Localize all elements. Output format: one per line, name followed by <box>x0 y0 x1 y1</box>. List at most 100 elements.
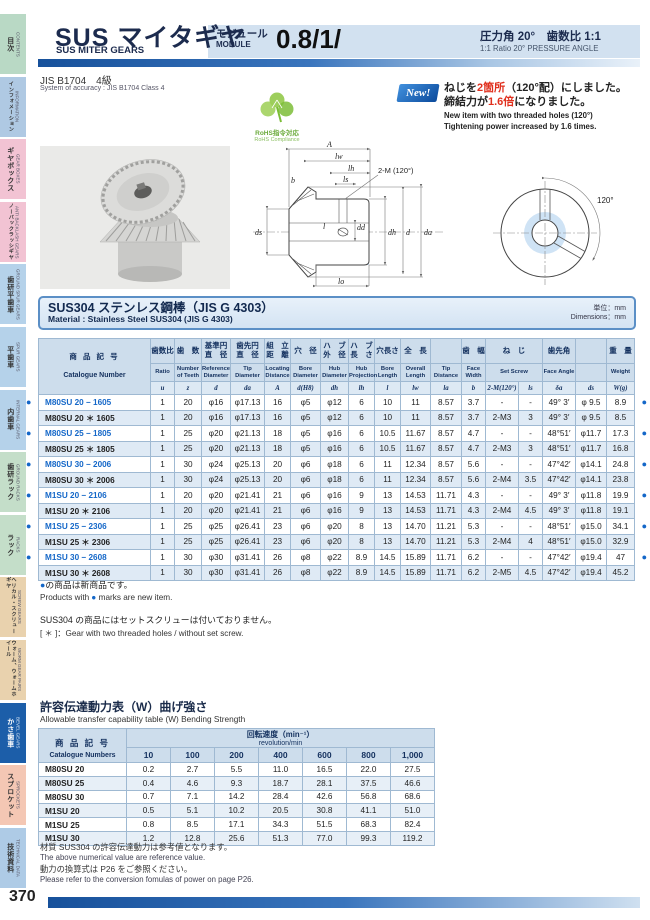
cell: 20 <box>264 456 291 473</box>
sidebar-tab-13[interactable]: スプロケット SPROCKETS <box>0 765 26 826</box>
cell: 99.3 <box>346 830 391 846</box>
cell: 41.1 <box>346 803 391 819</box>
dim-ds: ds <box>255 228 262 237</box>
cell: 0.2 <box>126 762 171 777</box>
cell: 1 <box>150 394 175 411</box>
sidebar-tab-14[interactable]: 技術資料 TECHNICAL DATA <box>0 827 26 888</box>
cell: 48°51′ <box>542 425 576 442</box>
cell: φ11.7 <box>575 425 607 442</box>
cell: φ15.0 <box>575 518 607 535</box>
cell: 30 <box>174 549 202 566</box>
cell: 4.7 <box>461 425 486 442</box>
rohs-label-en: RoHS Compliance <box>254 137 300 143</box>
cell: 7.1 <box>170 789 215 805</box>
cell: 25 <box>174 425 202 442</box>
cell: φ24 <box>201 456 231 473</box>
cell: 47°42′ <box>542 456 576 473</box>
cell: 8.57 <box>430 440 462 457</box>
cell: 8.9 <box>348 564 375 581</box>
material-section-header: SUS304 ステンレス鋼棒（JIS G 4303） Material : St… <box>38 296 636 330</box>
sidebar-tab-9[interactable]: ラック RACKS <box>0 514 26 575</box>
cell: 11.71 <box>430 487 462 504</box>
sidebar-tab-11[interactable]: ウォーム、ウォームホイール WORM GEAR PAIRS <box>0 639 26 700</box>
sidebar-tab-label-en: GEAR BOXES <box>15 154 21 184</box>
cell: 1 <box>150 471 175 488</box>
cell: 10.2 <box>214 803 259 819</box>
cell: 30.8 <box>302 803 347 819</box>
cell: φ25.13 <box>230 456 265 473</box>
cell: - <box>518 394 543 411</box>
rohs-label-jp: RoHS指令対応 <box>255 130 299 137</box>
cell: φ30 <box>201 549 231 566</box>
rohs-clover-icon <box>260 92 294 123</box>
cell: 14.53 <box>400 487 431 504</box>
cell: φ5 <box>290 440 321 457</box>
cell: 2-M4 <box>485 471 519 488</box>
cell: φ22 <box>320 549 349 566</box>
new-item-dot: ● <box>641 397 647 408</box>
main-table-body: M80SU 20 − 1605 ● 1 20 φ16 φ17.13 16 φ5 φ12 6 10 11… <box>26 394 647 581</box>
table-row: M80SU 20 − 1605 ● 1 20 φ16 φ17.13 16 φ5 φ12 6 10 11… <box>26 394 647 411</box>
capacity-col-catalogue: 商 品 記 号 Catalogue Numbers <box>38 728 127 763</box>
cell: 4.5 <box>518 564 543 581</box>
cell: 49° 3′ <box>542 487 576 504</box>
cell: 20 <box>174 409 202 426</box>
cell: 20.5 <box>258 803 303 819</box>
sidebar-tab-3[interactable]: ギヤボックス GEAR BOXES <box>0 139 26 200</box>
dimension-drawing: .dim{stroke:#777;stroke-width:0.6;fill:n… <box>253 140 614 288</box>
cell: φ31.41 <box>230 549 265 566</box>
cell: 18.7 <box>258 775 303 791</box>
sidebar-tab-8[interactable]: 歯研ラック GROUND RACKS <box>0 452 26 513</box>
material-title: SUS304 ステンレス鋼棒（JIS G 4303） Material : St… <box>40 301 571 325</box>
table-row: M1SU 30 ＊ 2608 1 30 φ30 φ31.41 26 φ8 φ22 8.9 14.5… <box>38 564 635 581</box>
cell: 1 <box>150 502 175 519</box>
cell: 2-M4 <box>485 533 519 550</box>
cell: 56.8 <box>346 789 391 805</box>
cell: 8.57 <box>430 394 462 411</box>
sidebar-tab-4[interactable]: ノーバックラッシギヤ ANTI BACKLASH GEARS <box>0 201 26 262</box>
sidebar-tab-label-jp: インフォメーション <box>7 80 14 133</box>
capacity-catalogue: M80SU 25 <box>38 775 127 791</box>
sidebar-tab-label-jp: かさ歯車 <box>6 717 14 748</box>
sidebar-tab-10[interactable]: ヘリカル・スクリューギヤ SCREW GEARS <box>0 577 26 638</box>
new-item-dot: ● <box>641 459 647 470</box>
cell: 15.89 <box>400 549 431 566</box>
cell: φ17.13 <box>230 409 265 426</box>
cell: 23.8 <box>606 471 635 488</box>
speed-header: 200 <box>214 747 259 763</box>
sidebar-tab-6[interactable]: 平歯車 SPUR GEARS <box>0 326 26 387</box>
table-notes: ●の商品は新商品です。 Products with ● marks are ne… <box>40 579 277 640</box>
capacity-catalogue: M80SU 30 <box>38 789 127 805</box>
cell: φ19.4 <box>575 564 607 581</box>
table-row: M80SU 30 − 2006 ● 1 30 φ24 φ25.13 20 φ6 φ18 6 11 12… <box>26 456 647 473</box>
sidebar-tab-label-en: GROUND RACKS <box>15 463 21 501</box>
table-row: M80SU 20 ＊ 1605 1 20 φ16 φ17.13 16 φ5 φ12 6 10 11 8… <box>38 409 635 426</box>
cell: 14.5 <box>374 564 401 581</box>
cell: 20 <box>174 487 202 504</box>
sidebar-tab-2[interactable]: インフォメーション INFORMATION <box>0 76 26 137</box>
cell: φ16 <box>320 502 349 519</box>
cell: 25 <box>174 518 202 535</box>
sidebar-tab-7[interactable]: 内歯車 INTERNAL GEARS <box>0 389 26 450</box>
cell: 26 <box>264 564 291 581</box>
cell: φ18 <box>320 456 349 473</box>
cell: 17.3 ● <box>606 425 647 442</box>
capacity-catalogue: M1SU 20 <box>38 803 127 819</box>
cell: 0.4 <box>126 775 171 791</box>
sidebar-tab-5[interactable]: 歯研平歯車 GROUND SPUR GEARS <box>0 264 26 325</box>
cell: 1 <box>150 409 175 426</box>
cell: 11.71 <box>430 564 462 581</box>
cell: 11.0 <box>258 762 303 777</box>
cell: 0.8 <box>126 817 171 832</box>
notice-en1: New item with two threaded holes (120°) <box>444 110 593 120</box>
cell: 11 <box>400 394 431 411</box>
sidebar-tab-1[interactable]: 目次 CONTENTS <box>0 14 26 74</box>
cell: 4 <box>518 533 543 550</box>
sidebar-tab-label-jp: スプロケット <box>6 772 14 818</box>
module-label: モジュール MODULE <box>216 28 268 49</box>
new-item-dot: ● <box>26 397 32 408</box>
cell: 3.7 <box>461 409 486 426</box>
capacity-col-speed: 回転速度（min⁻¹） revolution/min <box>126 728 435 748</box>
module-strip <box>208 25 640 58</box>
sidebar-tab-12[interactable]: かさ歯車 BEVEL GEARS <box>0 702 26 763</box>
